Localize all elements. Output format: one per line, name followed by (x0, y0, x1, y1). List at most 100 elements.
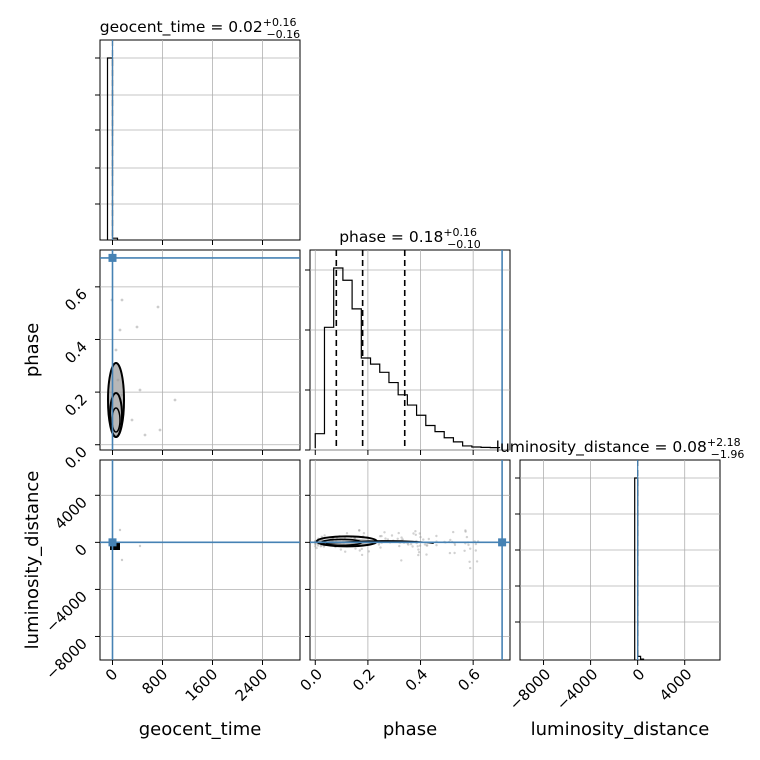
scatter-point (138, 544, 142, 548)
scatter-point (345, 532, 349, 535)
scatter-point (320, 535, 323, 538)
scatter-point (422, 538, 425, 541)
tick-label: 800 (138, 665, 171, 698)
scatter-point (407, 543, 410, 546)
title-equals: = (386, 228, 409, 246)
tick-label: 0.0 (296, 665, 326, 695)
scatter-point (427, 537, 430, 541)
hist-ld-steps (634, 477, 645, 660)
scatter-point (463, 549, 466, 552)
scatter-point (453, 551, 456, 555)
scatter-point (401, 538, 404, 541)
scatter-point (358, 529, 361, 532)
scatter-point (384, 537, 387, 540)
scatter-point (398, 544, 401, 548)
scatter-point (464, 529, 467, 532)
scatter-point (120, 558, 124, 562)
scatter-point (435, 534, 438, 538)
tick-label: −8000 (42, 635, 91, 684)
scatter-point (426, 544, 429, 547)
x-axis-label: luminosity_distance (531, 719, 710, 740)
tick-label: −8000 (506, 665, 555, 714)
scatter-point (400, 559, 403, 562)
hist-geocent-time (95, 39, 301, 245)
scatter-point (354, 547, 357, 550)
tick-label: 1600 (182, 665, 222, 705)
scatter-point (464, 530, 467, 533)
tick-label: 0 (102, 665, 121, 684)
scatter-point (323, 534, 326, 537)
scatter-point (120, 298, 124, 302)
scatter-point (448, 551, 452, 555)
scatter-point (468, 560, 471, 563)
scatter-point (396, 537, 399, 540)
title-name: phase (339, 228, 386, 246)
scatter-phase-geocent (95, 249, 301, 455)
scatter-point (360, 547, 363, 551)
scatter-point (315, 546, 318, 550)
tick-label: 0 (71, 540, 90, 559)
scatter-point (417, 553, 420, 557)
scatter-point (409, 543, 413, 546)
y-axis-label: phase (22, 323, 43, 377)
truth-marker (498, 538, 507, 547)
scatter-point (425, 544, 428, 547)
title-minus: −0.10 (447, 238, 481, 251)
scatter-point (158, 428, 162, 432)
y-axis-label: luminosity_distance (22, 471, 43, 650)
scatter-point (314, 542, 317, 546)
scatter-point (378, 535, 382, 538)
scatter-point (360, 553, 364, 557)
scatter-point (390, 534, 394, 537)
scatter-point (339, 548, 343, 551)
tick-label: 0.4 (61, 338, 91, 368)
scatter-point (416, 545, 419, 548)
scatter-point (367, 550, 371, 553)
tick-label: 2400 (232, 665, 272, 705)
scatter-point (414, 530, 417, 533)
scatter-point (469, 547, 472, 550)
tick-label: 0.6 (454, 665, 484, 695)
scatter-point (379, 546, 382, 549)
title-name: luminosity_distance (496, 438, 650, 457)
scatter-point (418, 532, 421, 535)
scatter-point (358, 549, 361, 552)
hist-luminosity-distance-frame (519, 459, 721, 661)
hist-phase (305, 249, 511, 455)
scatter-point (423, 543, 427, 546)
scatter-point (417, 548, 420, 551)
scatter-point (474, 549, 477, 552)
scatter-point (400, 536, 403, 539)
hist-geocent-time-frame (99, 39, 301, 241)
scatter-phase-geocent-frame (99, 249, 301, 451)
contour (109, 392, 123, 438)
title-median: 0.02 (228, 18, 263, 36)
x-axis-label: geocent_time (139, 719, 262, 740)
tick-label: −4000 (553, 665, 602, 714)
scatter-point (474, 542, 478, 546)
title-plus: +2.18 (707, 436, 741, 449)
title-name: geocent_time (100, 18, 206, 37)
scatter-point (173, 398, 177, 402)
scatter-point (380, 534, 383, 538)
scatter-point (414, 533, 417, 536)
scatter-point (377, 543, 381, 546)
title-median: 0.18 (409, 228, 444, 246)
scatter-point (344, 550, 347, 553)
truth-marker (108, 538, 117, 547)
scatter-point (418, 544, 422, 547)
hist-phase-steps (314, 267, 501, 449)
truth-marker (108, 253, 117, 262)
tick-label: 0.2 (61, 390, 91, 420)
scatter-point (362, 532, 366, 535)
hist-phase-frame (309, 249, 511, 451)
scatter-point (114, 348, 118, 352)
scatter-ld-geocent-frame (99, 459, 301, 661)
tick-label: 4000 (51, 493, 91, 533)
scatter-point (469, 566, 472, 570)
title-median: 0.08 (672, 438, 707, 456)
scatter-point (138, 388, 142, 392)
tick-label: −4000 (42, 588, 91, 637)
tick-label: 0.4 (402, 665, 432, 695)
title-minus: −1.96 (711, 448, 745, 461)
